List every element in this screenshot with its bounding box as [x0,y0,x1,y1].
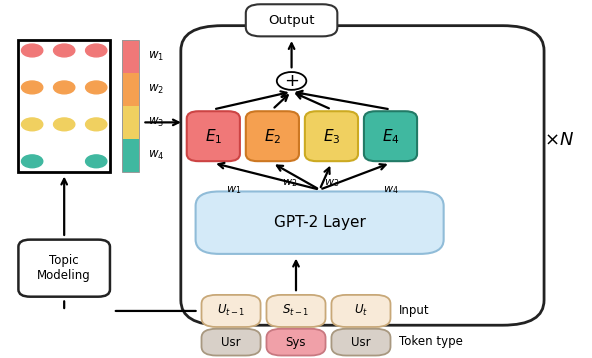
Text: $U_t$: $U_t$ [354,303,368,319]
Circle shape [277,72,306,90]
Text: Topic
Modeling: Topic Modeling [37,254,91,282]
Text: $E_3$: $E_3$ [323,127,340,146]
Bar [122,139,140,172]
Bar [122,73,140,106]
Circle shape [86,44,107,57]
FancyBboxPatch shape [364,111,417,161]
FancyBboxPatch shape [305,111,358,161]
FancyBboxPatch shape [195,192,443,254]
FancyBboxPatch shape [18,240,110,297]
Text: $S_{t-1}$: $S_{t-1}$ [282,303,310,319]
Text: $U_{t-1}$: $U_{t-1}$ [217,303,245,319]
FancyBboxPatch shape [201,295,260,327]
FancyBboxPatch shape [186,111,240,161]
FancyBboxPatch shape [201,329,260,355]
Text: Usr: Usr [221,336,241,349]
Text: $\times N$: $\times N$ [544,131,574,149]
Text: $w_3$: $w_3$ [149,116,165,129]
Text: $w_2$: $w_2$ [149,83,165,96]
Text: $E_4$: $E_4$ [382,127,400,146]
Circle shape [21,44,43,57]
Circle shape [86,81,107,94]
Text: Token type: Token type [400,335,463,348]
Text: $w_2$: $w_2$ [282,178,298,189]
Circle shape [53,81,75,94]
FancyBboxPatch shape [266,295,326,327]
Text: $w_4$: $w_4$ [149,149,165,162]
Text: $w_3$: $w_3$ [324,178,339,189]
Text: $E_1$: $E_1$ [205,127,222,146]
Circle shape [53,118,75,131]
Text: Input: Input [400,304,430,318]
Text: $w_4$: $w_4$ [382,185,398,197]
Text: Sys: Sys [286,336,306,349]
Text: Output: Output [268,14,315,27]
Bar [18,40,110,172]
Text: $w_1$: $w_1$ [226,185,242,197]
Circle shape [21,81,43,94]
Text: +: + [284,72,299,90]
Text: Usr: Usr [351,336,371,349]
Text: $E_2$: $E_2$ [263,127,281,146]
FancyBboxPatch shape [332,329,391,355]
Circle shape [53,44,75,57]
FancyBboxPatch shape [266,329,326,355]
FancyBboxPatch shape [246,111,299,161]
FancyBboxPatch shape [181,26,544,325]
Bar [122,40,140,73]
Circle shape [21,155,43,168]
Bar [122,40,140,172]
Bar [122,106,140,139]
Circle shape [86,155,107,168]
Circle shape [21,118,43,131]
Text: GPT-2 Layer: GPT-2 Layer [274,215,366,230]
FancyBboxPatch shape [332,295,391,327]
Circle shape [86,118,107,131]
FancyBboxPatch shape [246,4,337,37]
Text: $w_1$: $w_1$ [149,50,165,63]
